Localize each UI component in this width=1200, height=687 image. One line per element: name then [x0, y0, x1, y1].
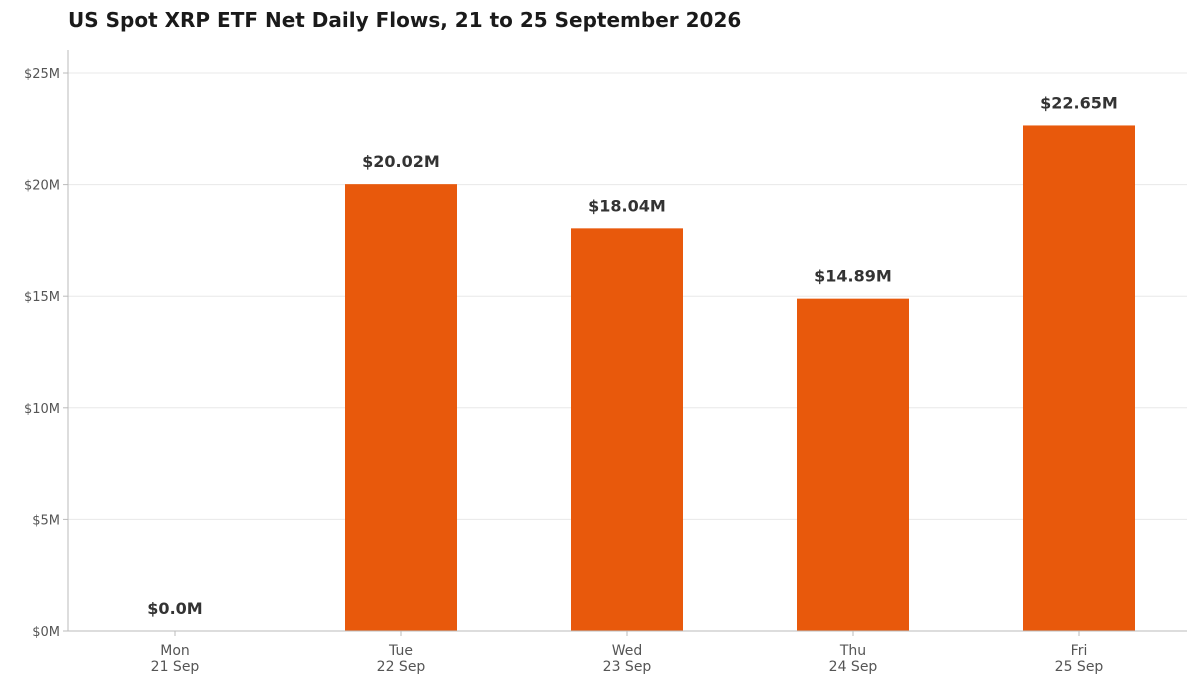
data-label: $14.89M: [814, 267, 892, 286]
data-label: $20.02M: [362, 152, 440, 171]
axes: [63, 50, 1187, 636]
chart-title: US Spot XRP ETF Net Daily Flows, 21 to 2…: [68, 8, 742, 32]
x-tick-label-day: Mon: [160, 643, 190, 659]
x-tick-label-day: Thu: [839, 643, 866, 659]
x-tick-label-date: 25 Sep: [1055, 659, 1104, 675]
x-tick-label-day: Tue: [388, 643, 413, 659]
data-label: $22.65M: [1040, 93, 1118, 112]
y-tick-label: $15M: [24, 290, 60, 305]
y-tick-label: $0M: [32, 625, 60, 640]
y-tick-label: $20M: [24, 179, 60, 194]
bar-tue: [345, 184, 457, 631]
x-tick-label-date: 24 Sep: [829, 659, 878, 675]
bar-thu: [797, 298, 909, 631]
y-tick-label: $10M: [24, 402, 60, 417]
x-tick-label-date: 22 Sep: [377, 659, 426, 675]
x-tick-label-day: Wed: [612, 643, 643, 659]
x-tick-label-date: 23 Sep: [603, 659, 652, 675]
x-tick-label-day: Fri: [1071, 643, 1088, 659]
data-label: $18.04M: [588, 196, 666, 215]
x-tick-label-date: 21 Sep: [151, 659, 200, 675]
bars: [345, 125, 1135, 632]
y-tick-label: $5M: [32, 513, 60, 528]
y-tick-label: $25M: [24, 67, 60, 82]
bar-fri: [1023, 125, 1135, 632]
bar-wed: [571, 228, 683, 631]
data-label: $0.0M: [147, 599, 202, 618]
